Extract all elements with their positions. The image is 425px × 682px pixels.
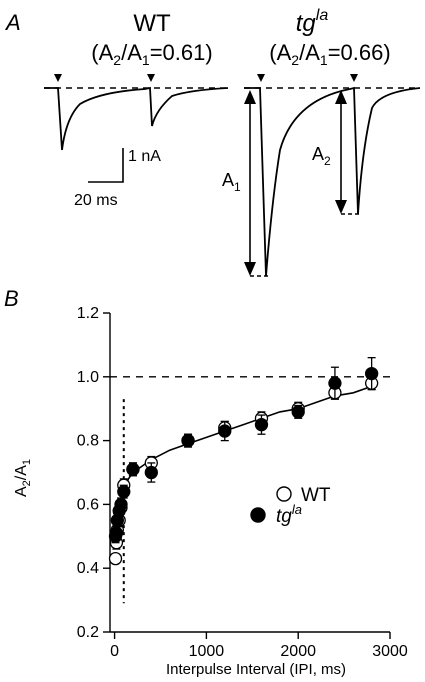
a2-arrow-up-icon: [335, 90, 347, 104]
tg-point-9: [218, 424, 232, 438]
legend-wt-label: WT: [301, 485, 331, 506]
x-tick-label: 3000: [372, 643, 408, 660]
wt-current-trace: [44, 86, 229, 151]
panel-b-label: B: [4, 286, 19, 311]
tg-point-5: [117, 484, 131, 499]
scale-time-label: 20 ms: [74, 192, 118, 209]
tg-point-13: [364, 366, 379, 381]
y-tick-label: 0.6: [77, 496, 99, 513]
tg-stimulus-marker-1-icon: [257, 74, 265, 82]
tg-point-10: [254, 417, 269, 432]
tg-point-12: [328, 376, 342, 390]
x-tick-label: 0: [110, 643, 119, 660]
tg-point-6: [126, 462, 140, 476]
tg-point-4: [114, 497, 128, 512]
tg-title: tgla: [296, 7, 329, 37]
y-axis-label: A2/A1: [13, 459, 33, 497]
panel-a-label: A: [4, 10, 21, 35]
a1-arrow-up-icon: [244, 90, 256, 104]
tg-point-1: [109, 526, 124, 540]
x-axis-label: Interpulse Interval (IPI, ms): [166, 661, 346, 678]
a1-arrow-down-icon: [244, 262, 256, 276]
x-tick-label: 2000: [280, 643, 316, 660]
a2-label: A2: [312, 144, 331, 168]
tg-stimulus-marker-2-icon: [350, 74, 358, 82]
wt-ratio: (A2/A1=0.61): [91, 40, 212, 68]
y-tick-label: 0.8: [77, 433, 99, 450]
tg-point-8: [181, 433, 195, 448]
x-tick-label: 1000: [189, 643, 225, 660]
tg-point-11: [291, 405, 305, 419]
legend-tg-label: tgla: [276, 502, 302, 527]
chart-b: 0.2 0.4 0.6 0.8 1.0 1.2 0 1000 2000 3000: [77, 305, 408, 660]
wt-stimulus-marker-1-icon: [54, 74, 62, 82]
scale-current-label: 1 nA: [128, 148, 161, 165]
y-tick-label: 0.4: [77, 560, 99, 577]
tg-ratio: (A2/A1=0.66): [269, 40, 390, 68]
wt-title: WT: [133, 10, 171, 37]
y-tick-label: 0.2: [77, 624, 99, 641]
a1-label: A1: [222, 170, 241, 194]
y-tick-label: 1.2: [77, 305, 99, 322]
legend-wt-marker: [276, 486, 292, 502]
tg-point-7: [144, 465, 158, 480]
scale-bar: [88, 148, 124, 183]
a2-arrow-down-icon: [335, 200, 347, 214]
legend-tg-marker: [250, 507, 266, 523]
wt-point-0: [108, 551, 123, 566]
wt-stimulus-marker-2-icon: [147, 74, 155, 82]
y-tick-label: 1.0: [77, 369, 99, 386]
tg-current-trace: [244, 86, 421, 277]
